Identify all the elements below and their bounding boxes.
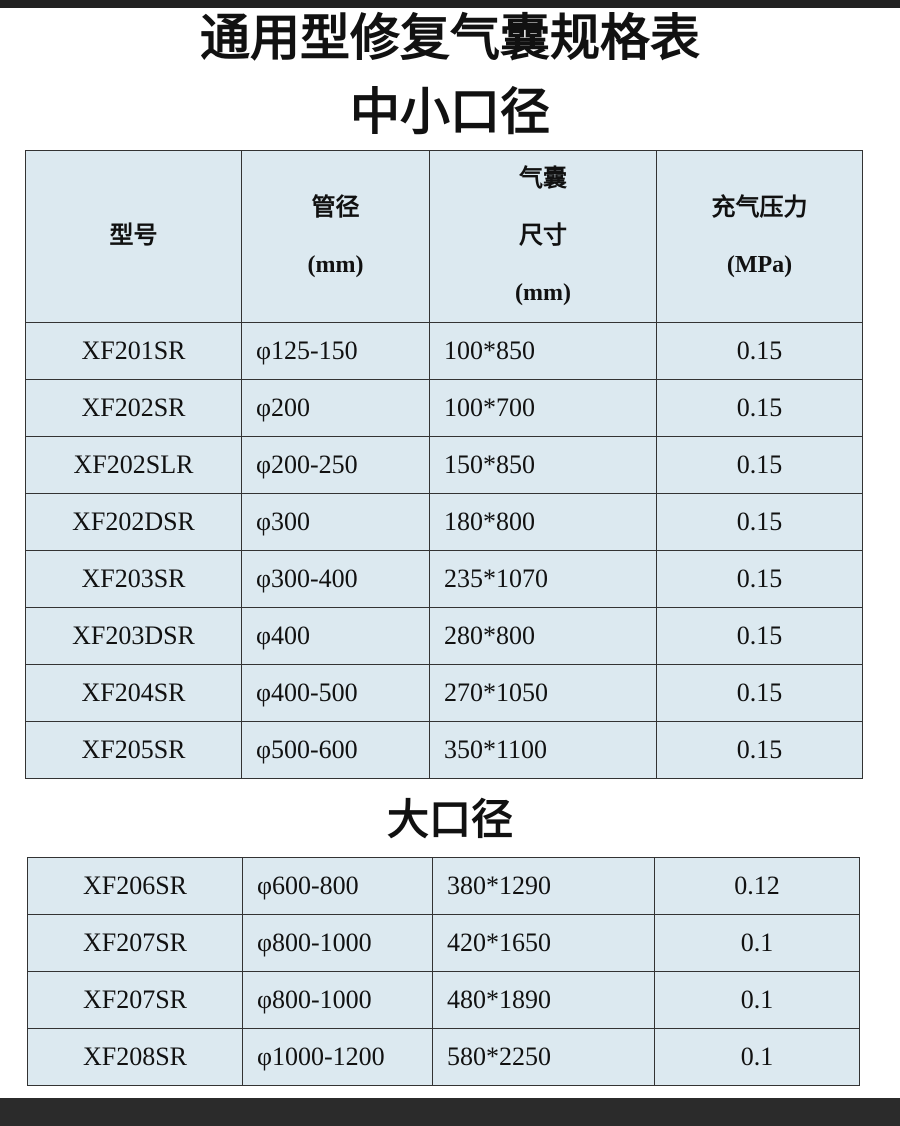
bottom-bar [0, 1098, 900, 1126]
table-row: XF202SLR φ200-250 150*850 0.15 [25, 436, 863, 494]
table-row: XF203DSR φ400 280*800 0.15 [25, 607, 863, 665]
table-cell: 0.15 [656, 607, 863, 665]
table-cell: 580*2250 [432, 1028, 655, 1086]
table-cell: 180*800 [429, 493, 657, 551]
header-line: 型号 [109, 223, 158, 249]
header-line: (mm) [515, 280, 571, 306]
table-cell: 0.15 [656, 664, 863, 722]
table-cell: φ125-150 [241, 322, 430, 380]
table-cell: 100*850 [429, 322, 657, 380]
table-cell: XF203SR [25, 550, 242, 608]
header-line: 尺寸 [519, 223, 567, 249]
table-row: XF203SR φ300-400 235*1070 0.15 [25, 550, 863, 608]
table-row: XF207SR φ800-1000 420*1650 0.1 [27, 914, 860, 972]
header-line: (MPa) [726, 251, 793, 278]
table-cell: φ600-800 [242, 857, 433, 915]
top-bar [0, 0, 900, 8]
header-cell: 型号 [25, 150, 242, 323]
table-cell: 420*1650 [432, 914, 655, 972]
table-row: XF205SR φ500-600 350*1100 0.15 [25, 721, 863, 779]
table-cell: XF203DSR [25, 607, 242, 665]
table-row: XF207SR φ800-1000 480*1890 0.1 [27, 971, 860, 1029]
table-cell: XF202SR [25, 379, 242, 437]
table-cell: 350*1100 [429, 721, 657, 779]
table-cell: 0.1 [654, 1028, 860, 1086]
spec-table: 型号 管径 (mm) 气囊尺寸 (mm) 充气压力 (MPa) XF201SR φ125-15… [25, 150, 863, 779]
header-cell: 气囊尺寸 (mm) [429, 150, 657, 323]
table-cell: 0.15 [656, 436, 863, 494]
table-cell: XF208SR [27, 1028, 243, 1086]
spec-table: XF206SR φ600-800 380*1290 0.12 XF207SR φ800-1… [27, 857, 860, 1086]
table-cell: XF201SR [25, 322, 242, 380]
table-row: XF206SR φ600-800 380*1290 0.12 [27, 857, 860, 915]
table-row: XF201SR φ125-150 100*850 0.15 [25, 322, 863, 380]
table-cell: φ200 [241, 379, 430, 437]
table-cell: 100*700 [429, 379, 657, 437]
table-cell: XF202SLR [25, 436, 242, 494]
table-row: XF204SR φ400-500 270*1050 0.15 [25, 664, 863, 722]
table-cell: φ300-400 [241, 550, 430, 608]
header-line: 气囊 [519, 166, 567, 192]
table-cell: 280*800 [429, 607, 657, 665]
table-row: XF208SR φ1000-1200 580*2250 0.1 [27, 1028, 860, 1086]
table-cell: 480*1890 [432, 971, 655, 1029]
table-cell: XF207SR [27, 971, 243, 1029]
table-cell: φ400-500 [241, 664, 430, 722]
table-cell: 0.15 [656, 322, 863, 380]
table-cell: φ200-250 [241, 436, 430, 494]
section-heading: 大口径 [386, 795, 513, 844]
table-cell: φ800-1000 [242, 971, 433, 1029]
header-cell: 管径 (mm) [241, 150, 430, 323]
table-cell: 0.15 [656, 379, 863, 437]
table-cell: 0.1 [654, 914, 860, 972]
table-cell: φ800-1000 [242, 914, 433, 972]
table-cell: XF206SR [27, 857, 243, 915]
table-cell: 0.1 [654, 971, 860, 1029]
table-row: XF202DSR φ300 180*800 0.15 [25, 493, 863, 551]
table-cell: XF204SR [25, 664, 242, 722]
table-cell: 380*1290 [432, 857, 655, 915]
header-line: 充气压力 [711, 194, 808, 221]
table-cell: φ300 [241, 493, 430, 551]
table-cell: φ400 [241, 607, 430, 665]
table-cell: XF205SR [25, 721, 242, 779]
table-cell: 235*1070 [429, 550, 657, 608]
header-line: 管径 [311, 194, 360, 221]
table-cell: 0.15 [656, 493, 863, 551]
table-cell: XF207SR [27, 914, 243, 972]
header-cell: 充气压力 (MPa) [656, 150, 863, 323]
section-heading: 中小口径 [350, 83, 550, 141]
table-cell: 150*850 [429, 436, 657, 494]
header-row: 型号 管径 (mm) 气囊尺寸 (mm) 充气压力 (MPa) [25, 150, 863, 323]
table-cell: 270*1050 [429, 664, 657, 722]
table-cell: 0.15 [656, 721, 863, 779]
title: 通用型修复气囊规格表 [200, 9, 700, 67]
table-cell: XF202DSR [25, 493, 242, 551]
table-cell: 0.12 [654, 857, 860, 915]
table-cell: 0.15 [656, 550, 863, 608]
table-row: XF202SR φ200 100*700 0.15 [25, 379, 863, 437]
table-cell: φ1000-1200 [242, 1028, 433, 1086]
header-line: (mm) [307, 251, 364, 278]
table-cell: φ500-600 [241, 721, 430, 779]
